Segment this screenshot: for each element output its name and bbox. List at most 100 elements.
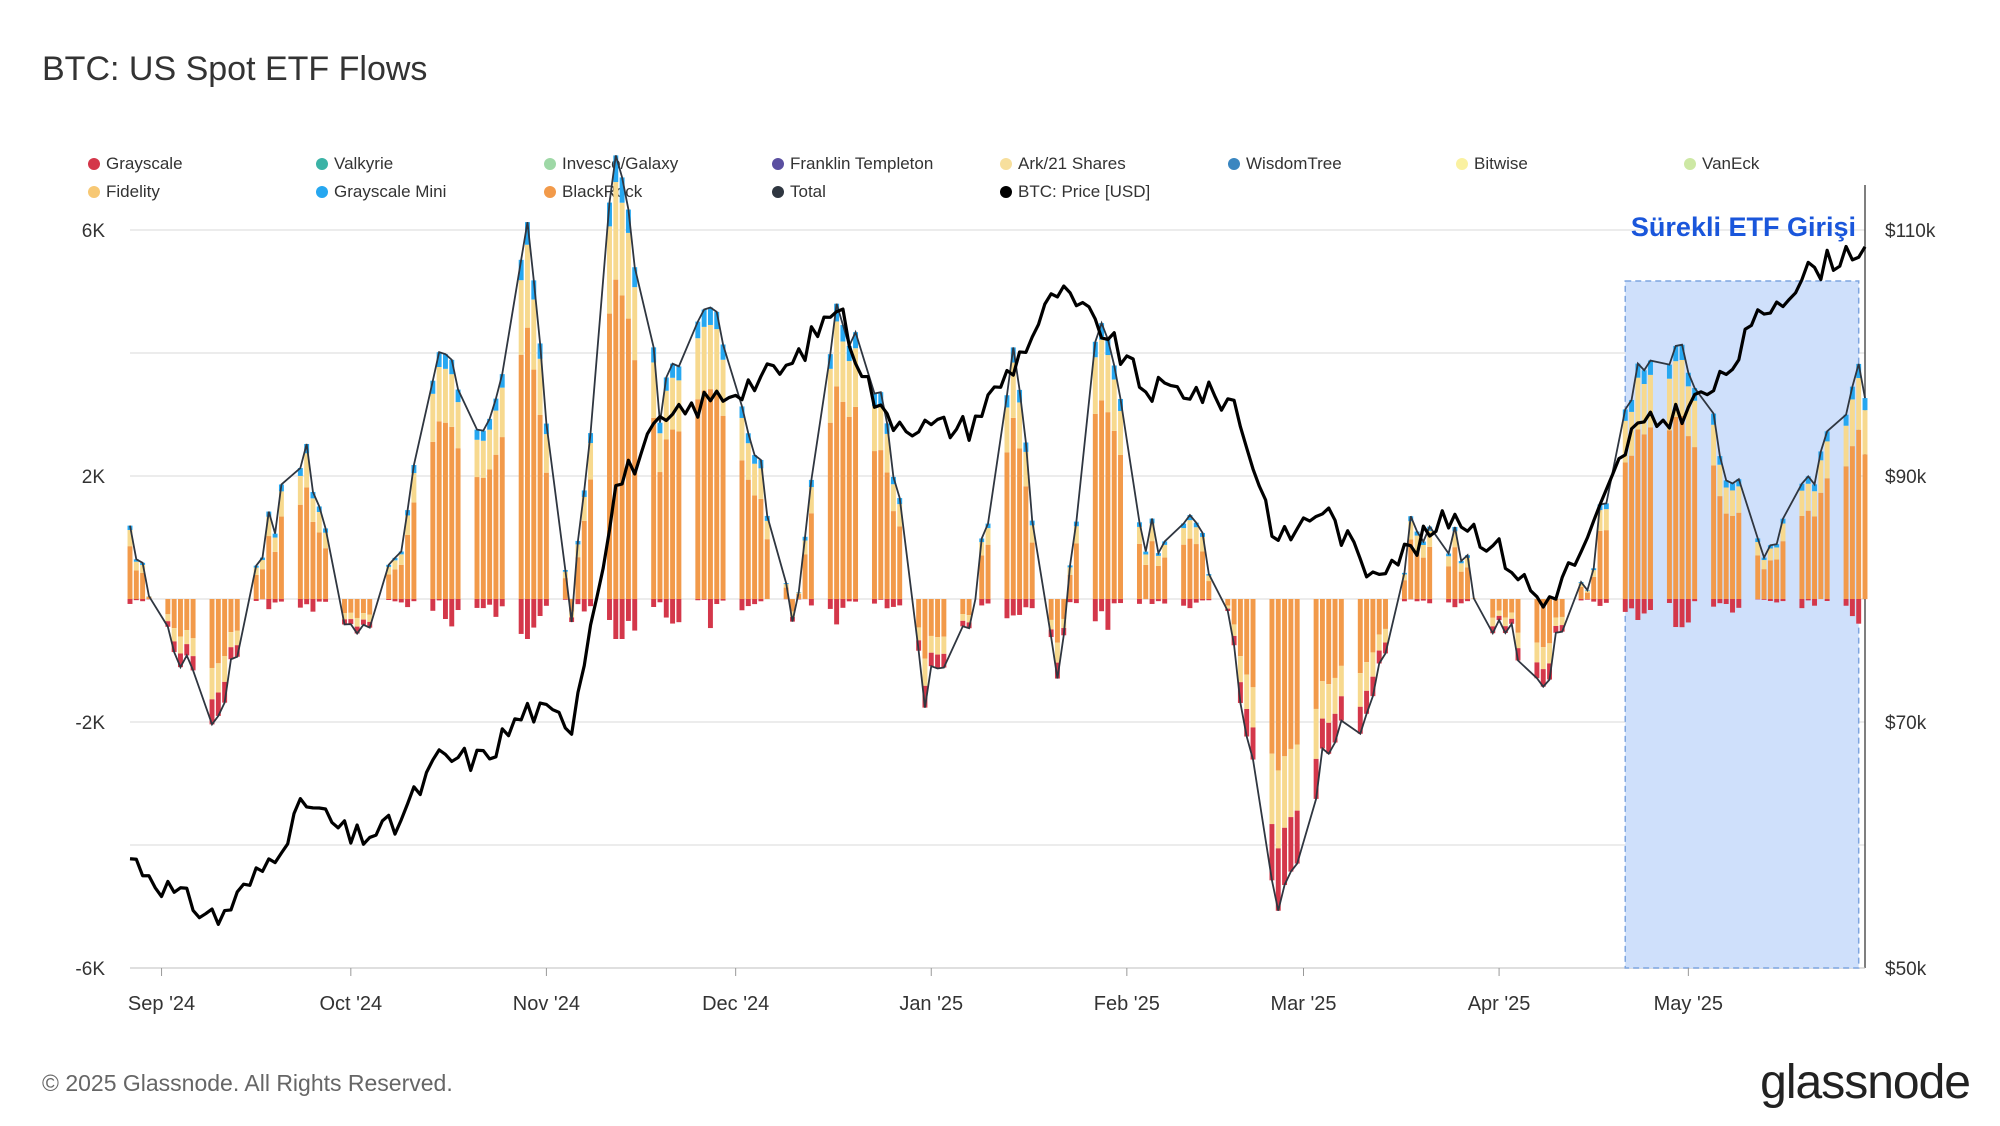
- bar-fidelity: [342, 613, 347, 620]
- legend-item[interactable]: VanEck: [1684, 154, 1759, 174]
- bar-grayscale: [1092, 599, 1098, 622]
- bar-fidelity: [789, 611, 795, 618]
- bar-blackrock: [897, 526, 903, 599]
- y-right-tick-label: $110k: [1885, 221, 1936, 242]
- bar-blackrock: [297, 504, 303, 599]
- bar-fidelity: [1111, 379, 1117, 431]
- bar-blackrock: [1401, 580, 1407, 599]
- bar-fidelity: [1824, 441, 1830, 479]
- bar-blackrock: [1118, 454, 1123, 599]
- bar-blackrock: [1723, 513, 1729, 599]
- bar-grayscale-mini: [1799, 483, 1805, 491]
- legend-item[interactable]: WisdomTree: [1228, 154, 1342, 174]
- bar-grayscale: [354, 626, 360, 634]
- legend-item[interactable]: Fidelity: [88, 182, 160, 202]
- bar-grayscale: [853, 599, 859, 602]
- annotation-label: Sürekli ETF Girişi: [1631, 212, 1856, 242]
- bar-fidelity: [1149, 523, 1155, 542]
- legend-item[interactable]: Total: [772, 182, 826, 202]
- bar-blackrock: [215, 599, 221, 664]
- bar-fidelity: [966, 615, 972, 623]
- bar-grayscale: [1010, 599, 1016, 616]
- bar-fidelity: [764, 520, 770, 540]
- legend-item[interactable]: Valkyrie: [316, 154, 393, 174]
- bar-grayscale: [360, 619, 366, 625]
- bar-grayscale: [480, 599, 486, 609]
- bar-grayscale-mini: [499, 374, 505, 388]
- bar-blackrock: [663, 439, 669, 599]
- y-right-tick-label: $50k: [1885, 959, 1927, 980]
- bar-grayscale: [1023, 599, 1029, 608]
- bar-fidelity: [840, 341, 846, 402]
- bar-fidelity: [1010, 362, 1016, 418]
- bar-fidelity: [1711, 424, 1717, 466]
- bar-fidelity: [707, 324, 713, 390]
- bar-grayscale: [525, 599, 530, 639]
- bar-fidelity: [739, 417, 745, 461]
- bar-blackrock: [1856, 429, 1862, 599]
- legend-item[interactable]: BTC: Price [USD]: [1000, 182, 1150, 202]
- bar-blackrock: [518, 354, 524, 599]
- bar-blackrock: [1666, 430, 1672, 599]
- bar-grayscale: [651, 599, 657, 607]
- bar-blackrock: [941, 599, 947, 637]
- bar-grayscale: [884, 599, 890, 609]
- bar-blackrock: [543, 472, 549, 599]
- bar-grayscale: [1641, 599, 1647, 614]
- bar-fidelity: [1061, 618, 1067, 629]
- bar-grayscale-mini: [1812, 484, 1817, 492]
- bar-fidelity: [663, 390, 669, 440]
- bar-grayscale: [1376, 650, 1382, 664]
- bar-blackrock: [222, 599, 228, 657]
- bar-grayscale: [607, 599, 612, 620]
- bar-grayscale-mini: [430, 380, 436, 394]
- bar-grayscale: [1338, 696, 1344, 721]
- bar-fidelity: [1326, 684, 1332, 723]
- bar-grayscale-mini: [1414, 531, 1420, 536]
- bar-fidelity: [1805, 483, 1811, 511]
- bar-blackrock: [272, 551, 278, 599]
- bar-fidelity: [184, 630, 190, 645]
- bar-blackrock: [1805, 510, 1811, 599]
- bar-grayscale: [707, 599, 713, 629]
- bar-fidelity: [266, 516, 272, 537]
- bar-grayscale-mini: [518, 259, 524, 281]
- bar-grayscale: [1370, 676, 1376, 697]
- bar-fidelity: [872, 405, 877, 452]
- bar-fidelity: [581, 496, 587, 521]
- legend-label: Fidelity: [106, 182, 160, 201]
- bar-fidelity: [1294, 744, 1300, 811]
- bar-fidelity: [1465, 557, 1470, 568]
- bar-fidelity: [1736, 486, 1742, 513]
- bar-fidelity: [455, 402, 461, 449]
- bar-blackrock: [1237, 599, 1243, 657]
- legend-item[interactable]: Ark/21 Shares: [1000, 154, 1126, 174]
- legend-item[interactable]: Grayscale: [88, 154, 183, 174]
- bar-grayscale: [1547, 663, 1553, 680]
- bar-fidelity: [1401, 574, 1407, 581]
- bar-fidelity: [278, 491, 284, 517]
- bar-blackrock: [1458, 571, 1464, 599]
- bar-fidelity: [1622, 420, 1628, 463]
- bar-grayscale: [190, 656, 196, 671]
- legend-item[interactable]: Bitwise: [1456, 154, 1528, 174]
- bar-blackrock: [1812, 516, 1817, 599]
- bar-grayscale-mini: [853, 332, 859, 349]
- bar-fidelity: [985, 528, 991, 545]
- bar-grayscale: [827, 599, 833, 609]
- bar-blackrock: [916, 599, 922, 628]
- bar-blackrock: [1547, 599, 1553, 644]
- bar-fidelity: [1282, 756, 1288, 828]
- bar-grayscale: [846, 599, 852, 602]
- legend-item[interactable]: Franklin Templeton: [772, 154, 933, 174]
- bar-blackrock: [1288, 599, 1294, 749]
- bar-fidelity: [1231, 624, 1237, 637]
- bar-fidelity: [367, 614, 373, 622]
- bar-fidelity: [297, 475, 303, 505]
- bar-grayscale-mini: [1193, 522, 1199, 528]
- legend-item[interactable]: Invesco/Galaxy: [544, 154, 678, 174]
- x-tick-label: May '25: [1654, 993, 1723, 1015]
- legend-item[interactable]: Grayscale Mini: [316, 182, 446, 202]
- bar-grayscale-mini: [714, 311, 720, 330]
- bar-fidelity: [405, 515, 411, 535]
